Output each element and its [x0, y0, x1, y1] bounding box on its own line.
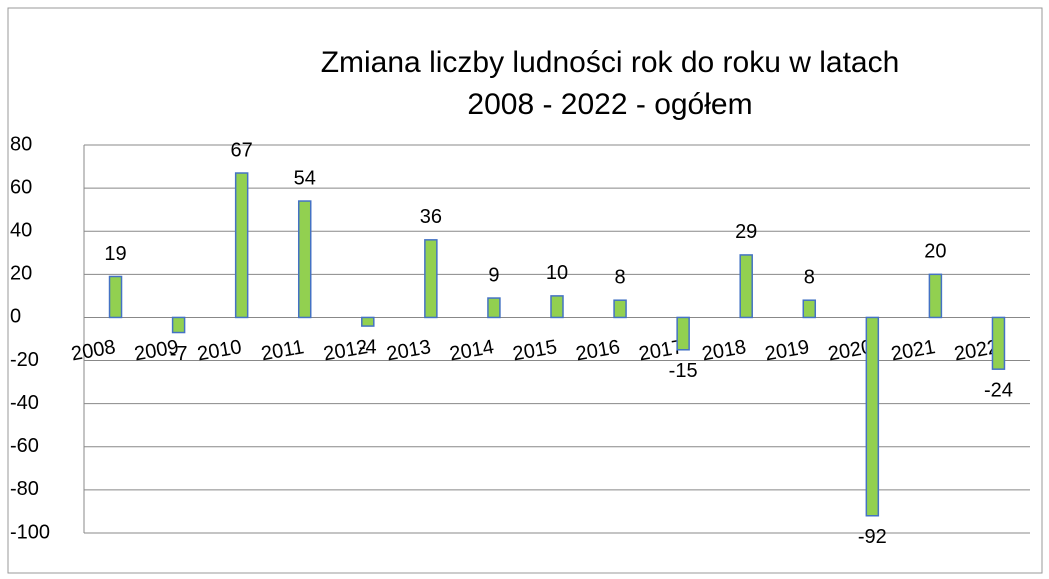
y-tick-label: 80: [10, 133, 32, 155]
data-label: -7: [170, 343, 188, 365]
bar: [171, 316, 186, 334]
y-tick-label: 40: [10, 220, 32, 242]
y-tick-label: 20: [10, 263, 32, 285]
chart-title: Zmiana liczby ludności rok do roku w lat…: [321, 46, 900, 79]
data-label: 67: [231, 139, 253, 161]
data-label: 20: [924, 241, 946, 263]
bar: [550, 295, 564, 319]
bar: [234, 172, 249, 319]
bar: [361, 316, 375, 327]
data-label: -92: [858, 526, 887, 548]
data-label: 29: [735, 221, 757, 243]
bar: [297, 200, 312, 319]
y-tick-label: -20: [10, 349, 39, 371]
bar: [613, 299, 627, 319]
y-tick-label: -60: [10, 435, 39, 457]
bar: [108, 275, 123, 319]
data-label: -4: [359, 336, 377, 358]
y-tick-label: -40: [10, 392, 39, 414]
bar: [739, 254, 753, 319]
data-label: 19: [104, 243, 126, 265]
bar: [991, 316, 1006, 370]
y-tick-label: 0: [10, 306, 21, 328]
data-label: 10: [546, 262, 568, 284]
data-label: 54: [294, 167, 316, 189]
chart-title: 2008 - 2022 - ogółem: [467, 88, 752, 121]
bar: [424, 239, 438, 319]
data-label: 8: [804, 266, 815, 288]
y-tick-label: 60: [10, 176, 32, 198]
bar: [802, 299, 817, 319]
bar: [928, 273, 943, 319]
data-label: 8: [615, 266, 626, 288]
bar: [487, 297, 501, 319]
bar: [676, 316, 690, 351]
data-label: 36: [420, 206, 442, 228]
y-tick-label: -80: [10, 478, 39, 500]
data-label: -15: [669, 360, 698, 382]
y-tick-label: -100: [10, 521, 50, 543]
data-label: 9: [488, 264, 499, 286]
data-label: -24: [984, 379, 1013, 401]
bar: [865, 316, 880, 517]
